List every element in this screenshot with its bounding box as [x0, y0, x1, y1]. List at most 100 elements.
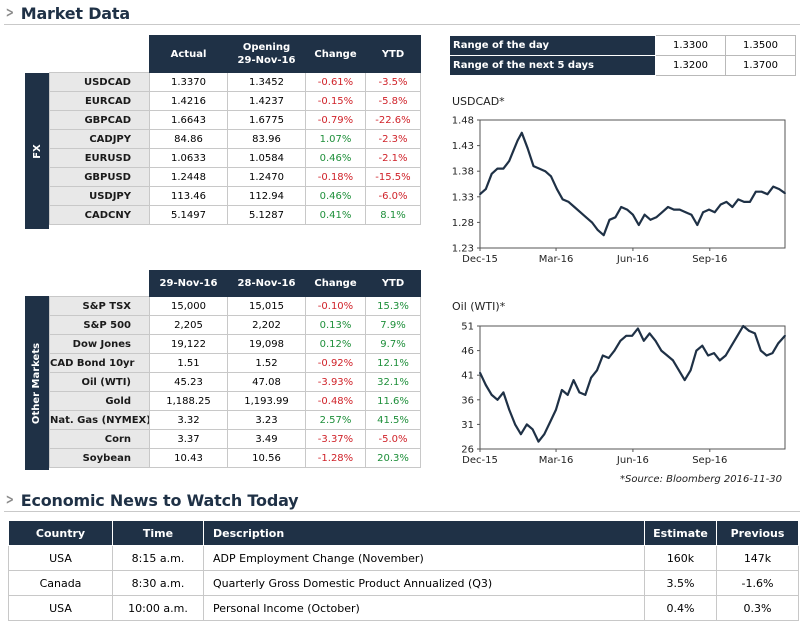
data-point [643, 213, 646, 216]
change-value: 0.12% [305, 334, 366, 354]
y-tick-label: 31 [461, 420, 474, 431]
news-header-row: Country Time Description Estimate Previous [8, 520, 799, 546]
actual-value: 1,188.25 [149, 391, 228, 411]
news-row: USA 8:15 a.m. ADP Employment Change (Novem… [8, 545, 799, 571]
market-data-header: > Market Data [4, 2, 130, 24]
opening-value: 3.23 [227, 410, 306, 430]
other-side-label: Other Markets [25, 296, 49, 470]
row-label: USDJPY [49, 186, 150, 206]
data-point [601, 354, 604, 357]
table-header-row: Actual Opening 29-Nov-16 Change YTD [49, 35, 421, 73]
column-header: Opening 29-Nov-16 [227, 35, 306, 73]
data-point [678, 208, 681, 211]
x-tick-label: Mar-16 [539, 254, 574, 265]
data-point [766, 193, 769, 196]
ytd-value: 41.5% [365, 410, 421, 430]
x-tick-label: Jun-16 [616, 455, 649, 466]
data-point [585, 216, 587, 219]
market-data-rule [4, 24, 800, 25]
data-point [484, 384, 487, 386]
row-label: Oil (WTI) [49, 372, 150, 392]
data-point [614, 216, 617, 219]
data-point [754, 190, 757, 193]
y-tick-label: 51 [461, 322, 474, 333]
news-country: USA [8, 545, 113, 571]
data-point [631, 334, 633, 337]
range-low: 1.3200 [655, 55, 726, 76]
data-point [531, 428, 534, 431]
change-value: -0.61% [305, 72, 366, 92]
x-tick-label: Jun-16 [616, 254, 649, 265]
x-tick-label: Dec-15 [462, 455, 498, 466]
data-point [520, 433, 522, 436]
data-point [743, 201, 745, 203]
actual-value: 1.4216 [149, 91, 228, 111]
row-label: Soybean [49, 448, 150, 468]
data-point [655, 216, 658, 219]
data-point [765, 354, 768, 357]
row-label: CADCNY [49, 205, 150, 225]
x-tick-label: Sep-16 [692, 254, 727, 265]
data-point [620, 206, 623, 208]
data-point [573, 206, 576, 208]
actual-value: 45.23 [149, 372, 228, 392]
opening-value: 1.6775 [227, 110, 306, 130]
table-row: Oil (WTI) 45.23 47.08 -3.93% 32.1% [49, 372, 421, 392]
actual-value: 19,122 [149, 334, 228, 354]
data-point [596, 369, 598, 372]
actual-value: 3.37 [149, 429, 228, 449]
ytd-value: 20.3% [365, 448, 421, 468]
data-point [642, 339, 645, 342]
row-label: CADJPY [49, 129, 150, 149]
table-row: Corn 3.37 3.49 -3.37% -5.0% [49, 429, 421, 449]
change-value: -3.37% [305, 429, 366, 449]
data-point [772, 185, 775, 188]
data-point [526, 147, 529, 150]
change-value: -0.10% [305, 296, 366, 316]
news-description: Quarterly Gross Domestic Product Annuali… [203, 570, 645, 596]
actual-value: 84.86 [149, 129, 228, 149]
row-label: CAD Bond 10yr [49, 353, 150, 373]
data-point [672, 359, 674, 362]
change-value: -0.79% [305, 110, 366, 130]
data-point [718, 359, 721, 362]
data-point [555, 408, 557, 411]
ytd-value: 11.6% [365, 391, 421, 411]
range-table: Range of the day 1.3300 1.3500 Range of the… [449, 35, 796, 76]
data-point [550, 175, 552, 178]
news-title: Economic News to Watch Today [20, 490, 299, 510]
data-point [512, 149, 515, 152]
opening-value: 1.3452 [227, 72, 306, 92]
change-value: -0.92% [305, 353, 366, 373]
chevron-right-icon: > [5, 492, 14, 508]
row-label: EURCAD [49, 91, 150, 111]
change-value: -3.93% [305, 372, 366, 392]
data-point [719, 203, 722, 206]
header-blank [49, 35, 150, 73]
x-tick-label: Dec-15 [462, 254, 498, 265]
data-point [666, 354, 669, 357]
data-point [490, 172, 493, 175]
actual-value: 10.43 [149, 448, 228, 468]
column-header: Change [305, 35, 366, 73]
table-row: GBPUSD 1.2448 1.2470 -0.18% -15.5% [49, 167, 421, 187]
data-point [742, 325, 745, 327]
news-column-header: Previous [716, 520, 799, 546]
plot-area [479, 119, 786, 249]
x-tick-label: Mar-16 [539, 455, 574, 466]
change-value: -0.15% [305, 91, 366, 111]
news-column-header: Estimate [644, 520, 717, 546]
news-country: USA [8, 595, 113, 621]
data-point [508, 160, 511, 162]
news-time: 8:30 a.m. [112, 570, 204, 596]
data-point [784, 334, 786, 337]
news-description: Personal Income (October) [203, 595, 645, 621]
data-point [724, 354, 727, 357]
data-point [479, 371, 481, 374]
y-tick-label: 41 [461, 371, 474, 382]
y-tick-label: 36 [461, 395, 474, 406]
data-point [713, 352, 715, 354]
table-row: S&P 500 2,205 2,202 0.13% 7.9% [49, 315, 421, 335]
actual-value: 1.6643 [149, 110, 228, 130]
